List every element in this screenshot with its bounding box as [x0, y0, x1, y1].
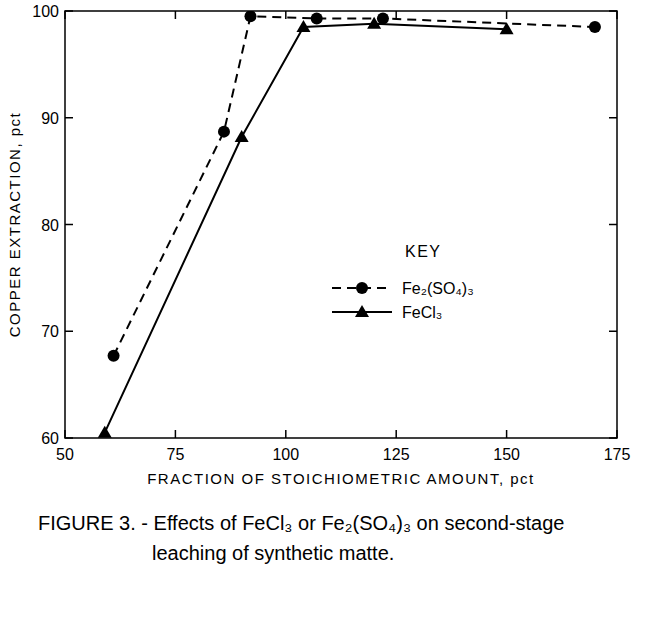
legend-label: Fe₂(SO₄)₃ — [402, 280, 474, 297]
circle-marker — [377, 12, 389, 24]
triangle-marker — [235, 130, 249, 142]
y-tick-label: 90 — [41, 110, 59, 127]
x-tick — [175, 430, 177, 438]
x-tick-label: 100 — [272, 446, 299, 463]
triangle-marker — [296, 20, 310, 32]
y-tick-right — [609, 331, 617, 333]
triangle-marker — [500, 22, 514, 34]
x-tick-label: 50 — [56, 446, 74, 463]
plot-frame — [65, 11, 617, 438]
y-axis-label: COPPER EXTRACTION, pct — [6, 112, 23, 338]
x-tick — [506, 430, 508, 438]
legend-label: FeCl₃ — [402, 304, 442, 321]
triangle-marker — [367, 17, 381, 29]
x-tick-top — [506, 11, 508, 19]
y-tick-label: 70 — [41, 323, 59, 340]
y-tick — [65, 331, 73, 333]
x-tick-label: 75 — [167, 446, 185, 463]
y-tick — [65, 437, 73, 439]
y-tick — [65, 224, 73, 226]
x-tick — [285, 430, 287, 438]
x-tick — [395, 430, 397, 438]
x-tick-top — [285, 11, 287, 19]
x-tick-label: 150 — [493, 446, 520, 463]
legend: KEY Fe₂(SO₄)₃ FeCl₃ — [332, 243, 474, 321]
x-tick-label: 175 — [604, 446, 631, 463]
x-tick-top — [395, 11, 397, 19]
y-tick-right — [609, 10, 617, 12]
chart: 50 75 100 125 150 175 60 70 80 90 100 FRACTION OF S… — [0, 0, 648, 621]
caption-line: leaching of synthetic matte. — [152, 542, 394, 564]
x-tick — [64, 430, 66, 438]
x-tick-top — [175, 11, 177, 19]
triangle-marker — [98, 426, 112, 438]
y-tick-label: 60 — [41, 430, 59, 447]
y-tick-label: 80 — [41, 217, 59, 234]
x-axis-label: FRACTION OF STOICHIOMETRIC AMOUNT, pct — [147, 470, 535, 487]
y-tick-right — [609, 224, 617, 226]
y-tick-right — [609, 437, 617, 439]
circle-marker — [218, 126, 230, 138]
x-tick-top — [64, 11, 66, 19]
caption-line: FIGURE 3. - Effects of FeCl₃ or Fe₂(SO₄)… — [38, 512, 564, 534]
circle-marker — [108, 350, 120, 362]
caption: FIGURE 3. - Effects of FeCl₃ or Fe₂(SO₄)… — [38, 512, 564, 564]
x-tick — [616, 430, 618, 438]
legend-marker — [356, 282, 368, 294]
legend-marker — [355, 305, 369, 317]
legend-title: KEY — [405, 243, 442, 260]
circle-marker — [311, 12, 323, 24]
y-tick — [65, 117, 73, 119]
y-tick — [65, 10, 73, 12]
series-group — [98, 11, 601, 438]
series-line — [105, 24, 507, 433]
x-tick-top — [616, 11, 618, 19]
circle-marker — [244, 11, 256, 22]
series-line — [114, 16, 595, 355]
x-tick-label: 125 — [383, 446, 410, 463]
y-tick-right — [609, 117, 617, 119]
circle-marker — [589, 21, 601, 33]
y-tick-label: 100 — [32, 3, 59, 20]
